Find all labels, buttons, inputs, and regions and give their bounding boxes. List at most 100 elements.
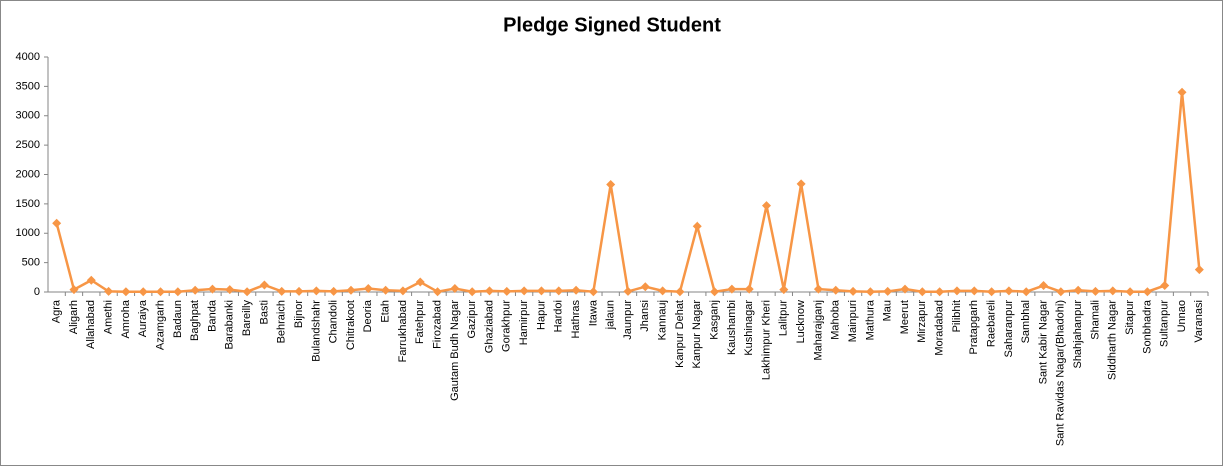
data-point	[640, 282, 650, 292]
x-tick-label: Lalitpur	[778, 300, 790, 336]
x-tick-label: Unnao	[1176, 300, 1188, 332]
x-tick-label: Hamirpur	[518, 300, 530, 346]
data-point	[1194, 265, 1204, 275]
data-point	[779, 285, 789, 295]
x-tick-label: Gazipur	[466, 300, 478, 339]
data-point	[121, 287, 131, 297]
data-point	[710, 287, 720, 297]
y-tick-label: 4000	[16, 51, 40, 63]
data-point	[727, 284, 737, 294]
x-tick-label: jalaun	[605, 300, 617, 330]
data-point	[1142, 287, 1152, 297]
data-point	[831, 285, 841, 295]
x-tick-label: Bijnor	[293, 300, 305, 328]
data-point	[190, 285, 200, 295]
x-tick-label: Moradabad	[934, 300, 946, 356]
data-point	[813, 284, 823, 294]
data-point	[398, 286, 408, 296]
x-tick-label: Siddharth Nagar	[1107, 300, 1119, 380]
data-point	[138, 287, 148, 297]
chart-title: Pledge Signed Student	[503, 14, 721, 36]
x-tick-label: Mainpuri	[847, 300, 859, 342]
data-point	[502, 286, 512, 296]
data-point	[1021, 287, 1031, 297]
x-tick-label: Agra	[51, 299, 63, 323]
x-tick-label: Azamgarh	[154, 300, 166, 350]
y-tick-label: 3000	[16, 110, 40, 122]
data-point	[294, 286, 304, 296]
x-tick-label: Kanpur Nagar	[691, 300, 703, 369]
data-point	[554, 286, 564, 296]
data-point	[900, 284, 910, 294]
x-tick-label: Sultanpur	[1159, 300, 1171, 347]
data-point	[588, 287, 598, 297]
x-tick-label: Fatehpur	[414, 300, 426, 344]
data-point	[675, 287, 685, 297]
x-tick-label: Mathura	[864, 299, 876, 340]
data-point	[536, 286, 546, 296]
x-tick-label: Varanasi	[1193, 300, 1205, 343]
x-tick-label: Lakhimpur Kheri	[760, 300, 772, 380]
x-tick-label: Mahoba	[830, 299, 842, 340]
x-tick-label: Etah	[380, 300, 392, 323]
data-point	[467, 287, 477, 297]
x-tick-label: Bareilly	[241, 300, 253, 337]
data-point	[571, 285, 581, 295]
x-tick-label: Badaun	[172, 300, 184, 338]
x-tick-label: Sambhal	[1020, 300, 1032, 343]
x-tick-label: Jaunpur	[622, 300, 634, 340]
data-point	[415, 277, 425, 287]
data-point	[225, 285, 235, 295]
x-tick-label: Sitapur	[1124, 300, 1136, 335]
data-point	[1004, 286, 1014, 296]
data-point	[1177, 87, 1187, 97]
data-point	[52, 218, 62, 228]
data-point	[1039, 281, 1049, 291]
data-point	[104, 286, 114, 296]
data-point	[242, 287, 252, 297]
data-point	[1056, 287, 1066, 297]
x-tick-label: Auraiya	[137, 299, 149, 337]
x-tick-label: Deoria	[362, 299, 374, 332]
data-point	[935, 287, 945, 297]
data-point	[1125, 287, 1135, 297]
x-tick-label: Kaushambi	[726, 300, 738, 355]
data-point	[848, 286, 858, 296]
x-tick-label: Barabanki	[224, 300, 236, 350]
x-tick-label: Hathras	[570, 300, 582, 339]
x-tick-label: Baghpat	[189, 300, 201, 341]
data-point	[692, 221, 702, 231]
data-point	[623, 286, 633, 296]
data-point	[1073, 285, 1083, 295]
data-point	[277, 286, 287, 296]
data-point	[86, 275, 96, 285]
x-tick-label: Raebareli	[985, 300, 997, 347]
data-point	[329, 286, 339, 296]
data-point	[1090, 286, 1100, 296]
data-point	[363, 283, 373, 293]
x-tick-label: Amethi	[103, 300, 115, 334]
y-tick-label: 500	[22, 257, 40, 269]
x-tick-label: Chandoli	[328, 300, 340, 343]
data-point	[865, 287, 875, 297]
x-tick-label: Allahabad	[85, 300, 97, 349]
x-tick-label: Sant Kabir Nagar	[1037, 300, 1049, 385]
x-tick-label: Kasganj	[708, 300, 720, 340]
data-point	[156, 287, 166, 297]
x-tick-label: Mau	[882, 300, 894, 321]
x-tick-label: Hardoi	[553, 300, 565, 332]
data-point	[987, 287, 997, 297]
data-point	[69, 285, 79, 295]
data-point	[346, 285, 356, 295]
data-point	[173, 287, 183, 297]
x-tick-label: Behraich	[276, 300, 288, 343]
data-point	[1160, 281, 1170, 291]
data-point	[796, 179, 806, 189]
x-tick-label: Kanpur Dehat	[674, 300, 686, 368]
data-point	[450, 283, 460, 293]
x-tick-label: Meerut	[899, 300, 911, 334]
y-tick-label: 1500	[16, 198, 40, 210]
